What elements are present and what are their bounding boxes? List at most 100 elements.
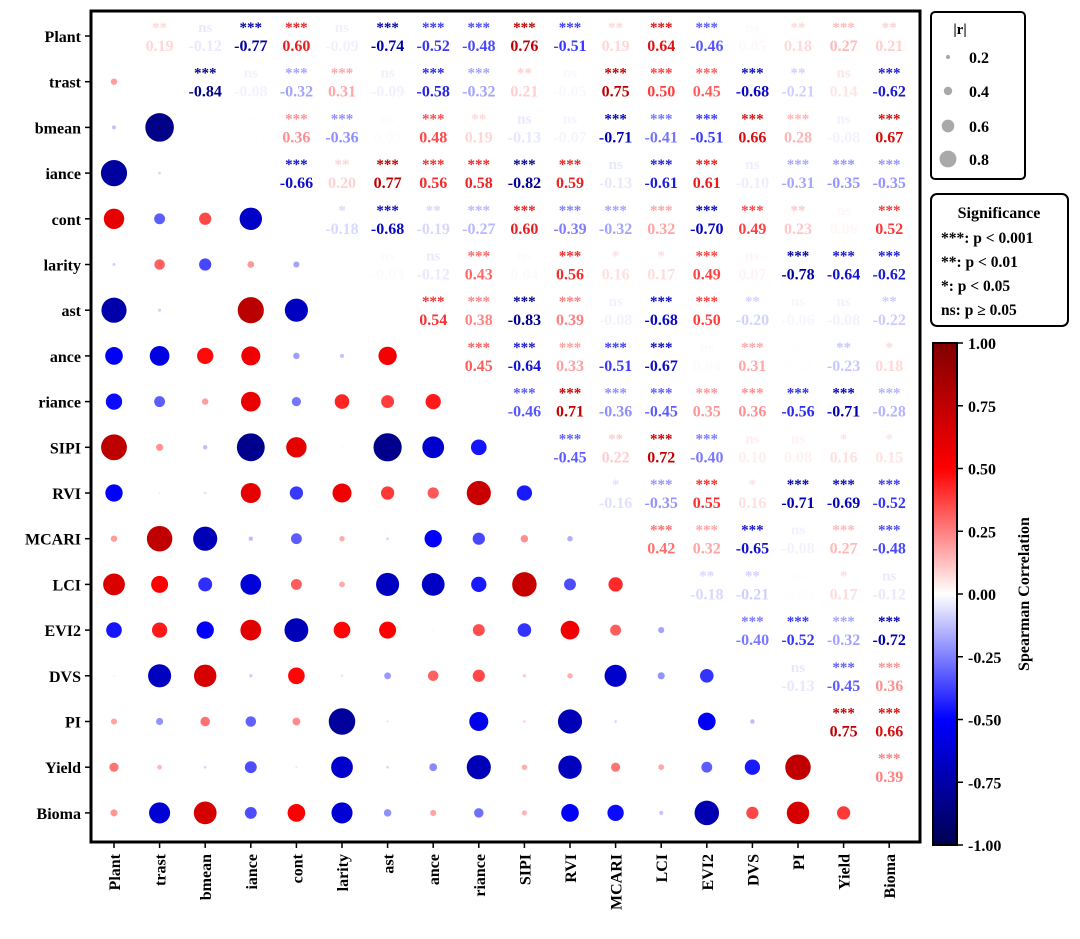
significance-label: *** xyxy=(787,386,810,402)
correlation-value: 0.36 xyxy=(875,678,903,695)
significance-label: *** xyxy=(696,523,719,539)
significance-label: ns xyxy=(791,568,805,584)
significance-label: ns xyxy=(745,20,759,36)
colorbar-tick-label: -0.25 xyxy=(968,650,1001,667)
correlation-circle xyxy=(567,535,573,542)
correlation-circle xyxy=(560,620,580,640)
correlation-circle xyxy=(697,712,716,731)
correlation-value: 0.16 xyxy=(830,449,858,466)
correlation-value: -0.52 xyxy=(873,495,906,512)
size-legend-label: 0.2 xyxy=(969,50,989,67)
correlation-circle xyxy=(373,433,402,462)
correlation-circle xyxy=(240,574,262,595)
correlation-circle xyxy=(608,577,623,592)
correlation-value: 0.20 xyxy=(328,175,356,192)
correlation-value: -0.12 xyxy=(417,267,450,284)
correlation-value: -0.45 xyxy=(553,449,586,466)
correlation-circle xyxy=(657,672,665,680)
correlation-circle xyxy=(558,755,582,779)
correlation-circle xyxy=(659,810,664,815)
colorbar-tick-label: 0.25 xyxy=(968,524,996,541)
correlation-value: 0.21 xyxy=(510,84,538,101)
significance-label: ns xyxy=(837,66,851,82)
correlation-circle xyxy=(386,537,389,541)
correlation-value: -0.48 xyxy=(462,38,495,55)
significance-label: *** xyxy=(513,340,536,356)
correlation-circle xyxy=(158,492,161,494)
x-tick-label: riance xyxy=(472,854,489,897)
correlation-circle xyxy=(154,259,165,270)
correlation-circle xyxy=(287,804,306,822)
correlation-circle xyxy=(427,487,439,499)
correlation-circle xyxy=(470,439,487,456)
colorbar-tick-label: -1.00 xyxy=(968,838,1001,855)
correlation-circle xyxy=(432,720,434,723)
correlation-circle xyxy=(567,673,573,679)
size-legend-title: |r| xyxy=(953,22,966,38)
correlation-circle xyxy=(557,709,583,734)
correlation-value: -0.78 xyxy=(781,267,814,284)
correlation-circle xyxy=(200,716,210,727)
correlation-circle xyxy=(241,346,261,366)
significance-label: *** xyxy=(331,111,354,127)
size-legend-marker xyxy=(943,86,953,96)
correlation-value: -0.19 xyxy=(417,221,450,238)
correlation-value: -0.21 xyxy=(736,586,769,603)
significance-label: * xyxy=(749,477,757,493)
significance-label: *** xyxy=(787,111,810,127)
correlation-circle xyxy=(289,486,304,500)
correlation-value: -0.03 xyxy=(371,267,404,284)
correlation-value: -0.58 xyxy=(417,84,450,101)
significance-label: *** xyxy=(650,340,673,356)
correlation-value: 0.22 xyxy=(602,449,630,466)
correlation-value: 0.39 xyxy=(875,769,903,786)
significance-label: *** xyxy=(696,157,719,173)
correlation-circle xyxy=(658,627,665,634)
correlation-value: -0.18 xyxy=(690,586,723,603)
correlation-circle xyxy=(105,484,123,502)
significance-label: ns xyxy=(563,111,577,127)
significance-label: ns xyxy=(517,111,531,127)
correlation-circle xyxy=(694,800,720,826)
correlation-circle xyxy=(105,393,123,410)
x-tick-label: bmean xyxy=(198,854,215,900)
correlation-circle xyxy=(429,763,438,772)
significance-label: *** xyxy=(240,20,263,36)
correlation-value: 0.43 xyxy=(465,267,493,284)
correlation-value: 0.19 xyxy=(146,38,174,55)
significance-label: *** xyxy=(559,249,582,265)
correlation-value: 0.23 xyxy=(784,221,812,238)
plot-frame xyxy=(89,9,922,844)
significance-label: *** xyxy=(832,614,855,630)
x-tick-label: MCARI xyxy=(609,854,626,910)
correlation-circle xyxy=(239,207,263,231)
correlation-circle xyxy=(110,535,118,542)
correlation-value: -0.32 xyxy=(827,632,860,649)
significance-label: *** xyxy=(604,340,627,356)
correlation-value: 0.56 xyxy=(556,267,584,284)
y-tick-label: trast xyxy=(49,75,82,92)
x-tick-label: ast xyxy=(381,853,398,873)
x-tick-label: RVI xyxy=(563,854,580,883)
correlation-circle xyxy=(244,806,257,819)
correlation-circle xyxy=(111,125,117,130)
significance-label: *** xyxy=(559,294,582,310)
correlation-value: -0.62 xyxy=(873,84,906,101)
correlation-circle xyxy=(339,353,345,358)
correlation-circle xyxy=(236,433,265,462)
correlation-circle xyxy=(328,708,356,735)
significance-label: ns xyxy=(882,568,896,584)
significance-label: *** xyxy=(513,386,536,402)
significance-label: ns xyxy=(335,20,349,36)
correlation-circle xyxy=(240,482,261,504)
correlation-value: -0.71 xyxy=(599,129,632,146)
significance-legend-item: ns: p ≥ 0.05 xyxy=(941,302,1017,319)
significance-label: ns xyxy=(563,66,577,82)
correlation-circle xyxy=(154,396,166,408)
correlation-value: -0.40 xyxy=(736,632,769,649)
correlation-value: -0.64 xyxy=(508,358,541,375)
correlation-circle xyxy=(466,755,491,780)
correlation-circle xyxy=(293,352,300,360)
correlation-value: 0.56 xyxy=(419,175,447,192)
correlation-value: 0.66 xyxy=(738,129,766,146)
